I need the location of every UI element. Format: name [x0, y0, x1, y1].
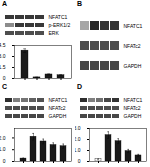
- svg-text:1.0: 1.0: [0, 146, 6, 152]
- svg-text:ERK: ERK: [49, 30, 60, 36]
- svg-text:NFATc2: NFATc2: [124, 105, 141, 111]
- svg-text:2.0: 2.0: [75, 136, 81, 142]
- html-text:B: B: [77, 0, 83, 7]
- svg-text:GAPDH: GAPDH: [124, 63, 142, 69]
- svg-text:4.5: 4.5: [0, 42, 6, 48]
- html-text:C: C: [2, 83, 8, 90]
- svg-text:0: 0: [78, 158, 81, 164]
- svg-text:NFATc2: NFATc2: [49, 105, 66, 111]
- svg-text:1.5: 1.5: [0, 64, 6, 70]
- svg-text:0: 0: [3, 158, 6, 164]
- svg-text:NFATc2: NFATc2: [124, 43, 141, 49]
- svg-text:p-ERK1/2: p-ERK1/2: [49, 22, 71, 28]
- html-text:D: D: [77, 83, 83, 90]
- svg-text:NFATC1: NFATC1: [124, 97, 143, 103]
- svg-text:NFATC1: NFATC1: [124, 23, 143, 29]
- svg-text:NFATC1: NFATC1: [49, 97, 68, 103]
- svg-text:GAPDH: GAPDH: [49, 113, 67, 119]
- svg-text:2.0: 2.0: [0, 135, 6, 141]
- svg-text:GAPDH: GAPDH: [124, 113, 142, 119]
- svg-text:1.0: 1.0: [75, 147, 81, 153]
- svg-text:3.0: 3.0: [75, 125, 81, 131]
- svg-text:0: 0: [3, 75, 6, 81]
- svg-text:NFATC1: NFATC1: [49, 14, 68, 20]
- html-text:A: A: [2, 0, 8, 7]
- svg-text:3.0: 3.0: [0, 53, 6, 59]
